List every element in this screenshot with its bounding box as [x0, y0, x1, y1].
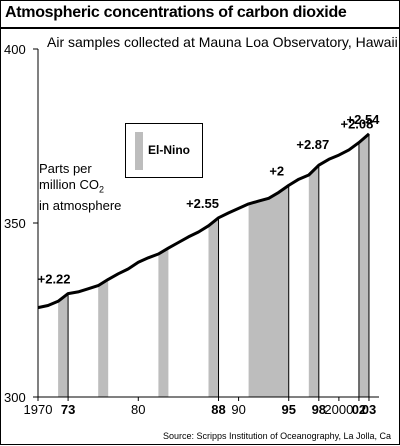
chart-title: Atmospheric concentrations of carbon dio… [5, 4, 347, 21]
y-axis-label-line1: Parts per [39, 161, 92, 176]
y-tick-label-350: 350 [4, 216, 26, 231]
el-nino-band-6 [358, 133, 369, 397]
legend-swatch-el-nino [135, 132, 143, 170]
x-tick-label-80: 80 [131, 402, 145, 417]
x-tick-label-90: 90 [231, 402, 245, 417]
co2-series-line [37, 132, 370, 310]
x-tick-label-03: 03 [362, 402, 376, 417]
el-nino-bands [58, 133, 369, 397]
x-tick-label-95: 95 [282, 402, 296, 417]
x-tick-label-88: 88 [211, 402, 225, 417]
x-tick-label-1970: 1970 [24, 402, 53, 417]
el-nino-band-4 [248, 185, 289, 397]
el-nino-band-0 [58, 293, 69, 397]
el-nino-band-1 [98, 279, 109, 397]
annotation-label-0: +2.22 [38, 272, 71, 287]
annotation-label-1: +2.55 [186, 196, 219, 211]
y-axis-label-line3: in atmosphere [39, 197, 122, 213]
y-tick-label-300: 300 [4, 390, 26, 405]
y-axis-label-line2: million CO2 [39, 177, 121, 198]
y-axis-label: Parts per million CO2 in atmosphere [39, 161, 121, 214]
annotation-label-5: +2.54 [347, 112, 381, 127]
x-tick-label-98: 98 [312, 402, 326, 417]
marks: +2.22 +2.55 +2 +2.87 +2.08+2.54 [37, 112, 381, 397]
el-nino-band-2 [158, 248, 169, 397]
annotation-label-4: +2.08 [340, 117, 373, 132]
el-nino-band-5 [308, 165, 319, 397]
x-tick-label-2000: 2000 [324, 402, 353, 417]
y-tick-label-400: 400 [4, 42, 26, 57]
legend-label-el-nino: El-Nino [148, 143, 190, 157]
title-rule [1, 27, 399, 29]
el-nino-band-3 [208, 217, 219, 397]
y-axis-label-subscript: 2 [98, 184, 104, 195]
annotation-label-3: +2.87 [296, 137, 329, 152]
legend: El-Nino [125, 123, 203, 178]
x-tick-label-02: 02 [352, 402, 366, 417]
source-note: Source: Scripps Institution of Oceanogra… [163, 431, 391, 441]
chart-subtitle: Air samples collected at Mauna Loa Obser… [47, 34, 398, 50]
x-tick-label-73: 73 [61, 402, 75, 417]
annotation-label-2: +2 [269, 163, 284, 178]
y-axis-label-line2-text: million CO [39, 177, 99, 192]
